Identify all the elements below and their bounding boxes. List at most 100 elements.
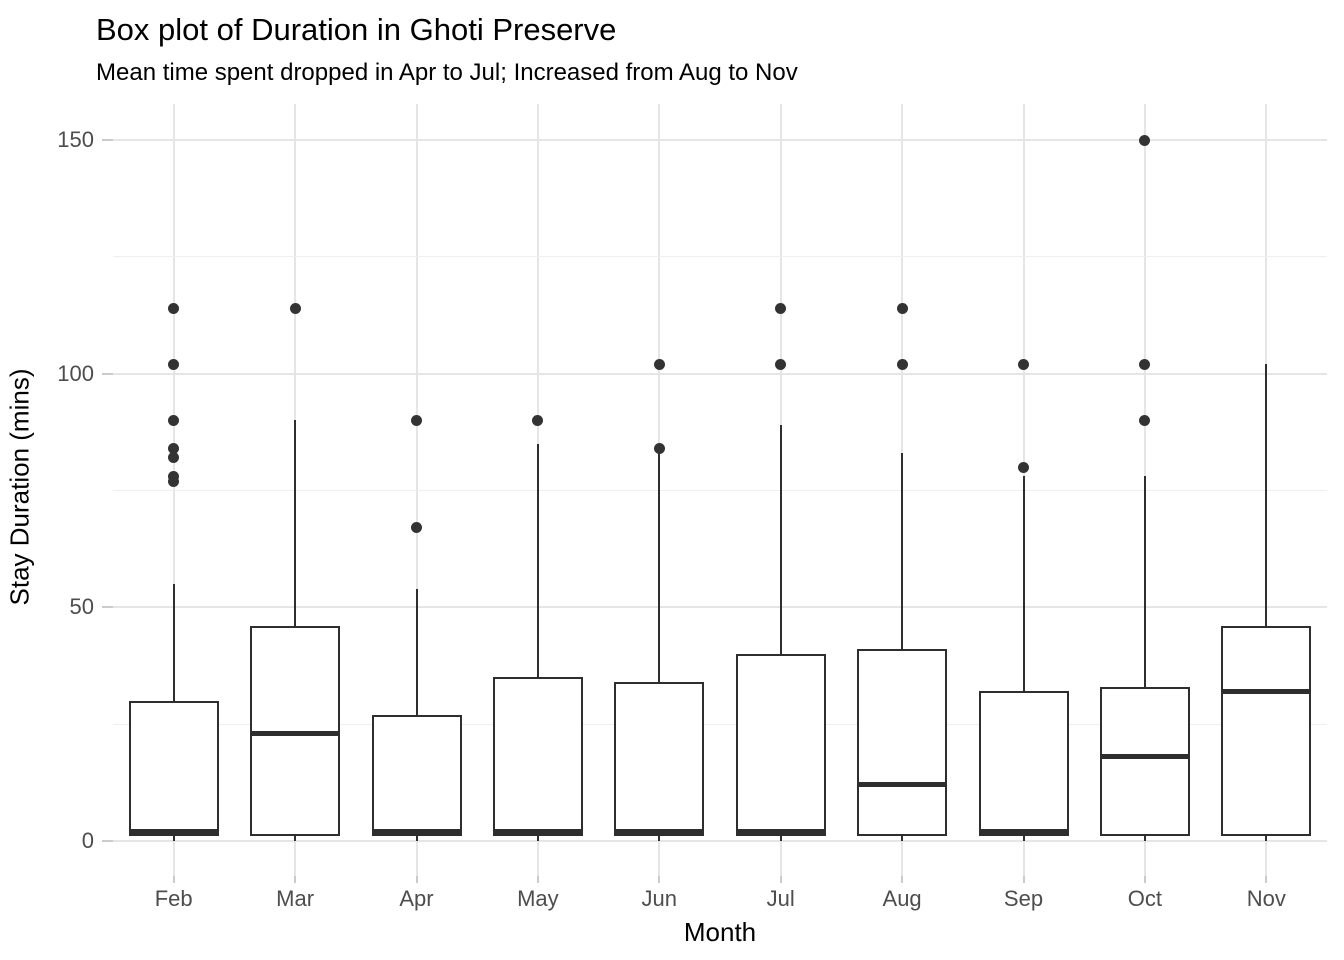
- outlier-dot-apr-90: [411, 414, 422, 426]
- gridline-minor-y125: [113, 256, 1327, 258]
- gridline-major-y150: [113, 139, 1327, 141]
- x-tick-mark-apr: [415, 876, 418, 883]
- x-tick-mark-feb: [172, 876, 175, 883]
- y-axis-title: Stay Duration (mins): [4, 368, 35, 606]
- upper-whisker-jul: [779, 425, 782, 655]
- gridline-major-y50: [113, 606, 1327, 609]
- x-tick-mark-aug: [901, 876, 904, 883]
- boxplot-box-apr: [371, 714, 462, 837]
- outlier-dot-feb-78: [168, 470, 180, 482]
- y-tick-mark-150: [102, 139, 113, 141]
- median-line-jul: [735, 829, 826, 835]
- boxplot-box-nov: [1221, 626, 1312, 837]
- x-tick-mark-mar: [294, 876, 297, 883]
- x-tick-mark-jul: [779, 876, 782, 883]
- median-line-nov: [1221, 688, 1312, 694]
- gridline-minor-y25: [113, 723, 1327, 725]
- lower-whisker-aug: [901, 836, 904, 841]
- x-tick-mark-sep: [1022, 876, 1025, 883]
- boxplot-box-oct: [1099, 686, 1190, 837]
- y-tick-label-0: 0: [81, 828, 94, 853]
- x-tick-label-feb: Feb: [154, 886, 193, 911]
- lower-whisker-may: [536, 836, 539, 841]
- y-tick-mark-50: [102, 606, 113, 609]
- gridline-major-y100: [113, 372, 1327, 375]
- outlier-dot-feb-84: [168, 442, 180, 454]
- lower-whisker-nov: [1265, 836, 1268, 841]
- outlier-dot-sep-102: [1018, 358, 1029, 370]
- x-tick-label-jul: Jul: [766, 886, 795, 911]
- x-tick-label-jun: Jun: [641, 886, 678, 911]
- lower-whisker-mar: [294, 836, 297, 841]
- outlier-dot-apr-67: [411, 522, 422, 534]
- upper-whisker-apr: [415, 588, 418, 715]
- x-tick-label-oct: Oct: [1127, 886, 1162, 911]
- x-tick-mark-nov: [1265, 876, 1268, 883]
- median-line-jun: [614, 829, 705, 835]
- y-tick-label-50: 50: [69, 594, 94, 620]
- boxplot-box-aug: [857, 649, 948, 837]
- outlier-dot-aug-114: [896, 302, 908, 314]
- upper-whisker-aug: [901, 453, 904, 650]
- lower-whisker-sep: [1022, 836, 1025, 841]
- plot-title: Box plot of Duration in Ghoti Preserve: [96, 12, 617, 47]
- outlier-dot-jul-114: [775, 302, 787, 314]
- outlier-dot-jun-102: [653, 358, 665, 370]
- outlier-dot-jun-84: [653, 442, 665, 454]
- x-tick-label-mar: Mar: [276, 886, 315, 911]
- gridline-major-y0: [113, 840, 1327, 842]
- outlier-dot-feb-102: [168, 358, 180, 370]
- x-tick-label-apr: Apr: [399, 886, 434, 911]
- median-line-sep: [978, 829, 1069, 835]
- upper-whisker-may: [536, 443, 539, 678]
- plot-subtitle: Mean time spent dropped in Apr to Jul; I…: [96, 59, 798, 86]
- gridline-minor-y75: [113, 490, 1327, 491]
- median-line-oct: [1099, 754, 1190, 760]
- boxplot-box-feb: [128, 700, 219, 837]
- median-line-mar: [250, 731, 341, 736]
- median-line-may: [492, 829, 583, 835]
- lower-whisker-oct: [1143, 836, 1146, 841]
- x-tick-label-aug: Aug: [882, 886, 922, 911]
- y-tick-label-100: 100: [57, 360, 94, 386]
- upper-whisker-sep: [1022, 476, 1025, 692]
- x-tick-mark-jun: [658, 876, 661, 883]
- outlier-dot-oct-102: [1139, 358, 1151, 370]
- x-tick-mark-oct: [1143, 876, 1146, 883]
- outlier-dot-oct-150: [1139, 134, 1151, 146]
- outlier-dot-feb-90: [168, 414, 180, 426]
- boxplot-box-sep: [978, 691, 1069, 837]
- outlier-dot-feb-114: [168, 302, 180, 314]
- lower-whisker-feb: [172, 836, 175, 841]
- x-axis-title: Month: [683, 917, 757, 947]
- y-tick-mark-0: [102, 840, 113, 842]
- outlier-dot-aug-102: [896, 358, 908, 370]
- upper-whisker-nov: [1265, 364, 1268, 627]
- y-tick-mark-100: [102, 372, 113, 375]
- lower-whisker-jun: [658, 836, 661, 841]
- outlier-dot-may-90: [532, 414, 544, 426]
- upper-whisker-feb: [172, 583, 175, 701]
- outlier-dot-jul-102: [775, 358, 787, 370]
- lower-whisker-jul: [779, 836, 782, 841]
- boxplot-box-jun: [614, 682, 705, 837]
- upper-whisker-oct: [1143, 476, 1146, 687]
- plot-panel: [113, 104, 1327, 876]
- x-tick-label-may: May: [517, 886, 559, 911]
- median-line-aug: [857, 782, 948, 788]
- x-tick-label-nov: Nov: [1246, 886, 1286, 911]
- outlier-dot-feb-82: [168, 452, 180, 464]
- boxplot-box-may: [492, 677, 583, 837]
- lower-whisker-apr: [415, 836, 418, 841]
- upper-whisker-jun: [658, 453, 661, 683]
- x-tick-label-sep: Sep: [1003, 886, 1044, 911]
- median-line-feb: [128, 829, 219, 835]
- y-tick-label-150: 150: [57, 127, 94, 152]
- median-line-apr: [371, 829, 462, 835]
- outlier-dot-oct-90: [1139, 414, 1151, 426]
- x-tick-mark-may: [536, 876, 539, 883]
- outlier-dot-mar-114: [289, 302, 301, 314]
- upper-whisker-mar: [294, 420, 297, 627]
- outlier-dot-sep-80: [1018, 461, 1029, 473]
